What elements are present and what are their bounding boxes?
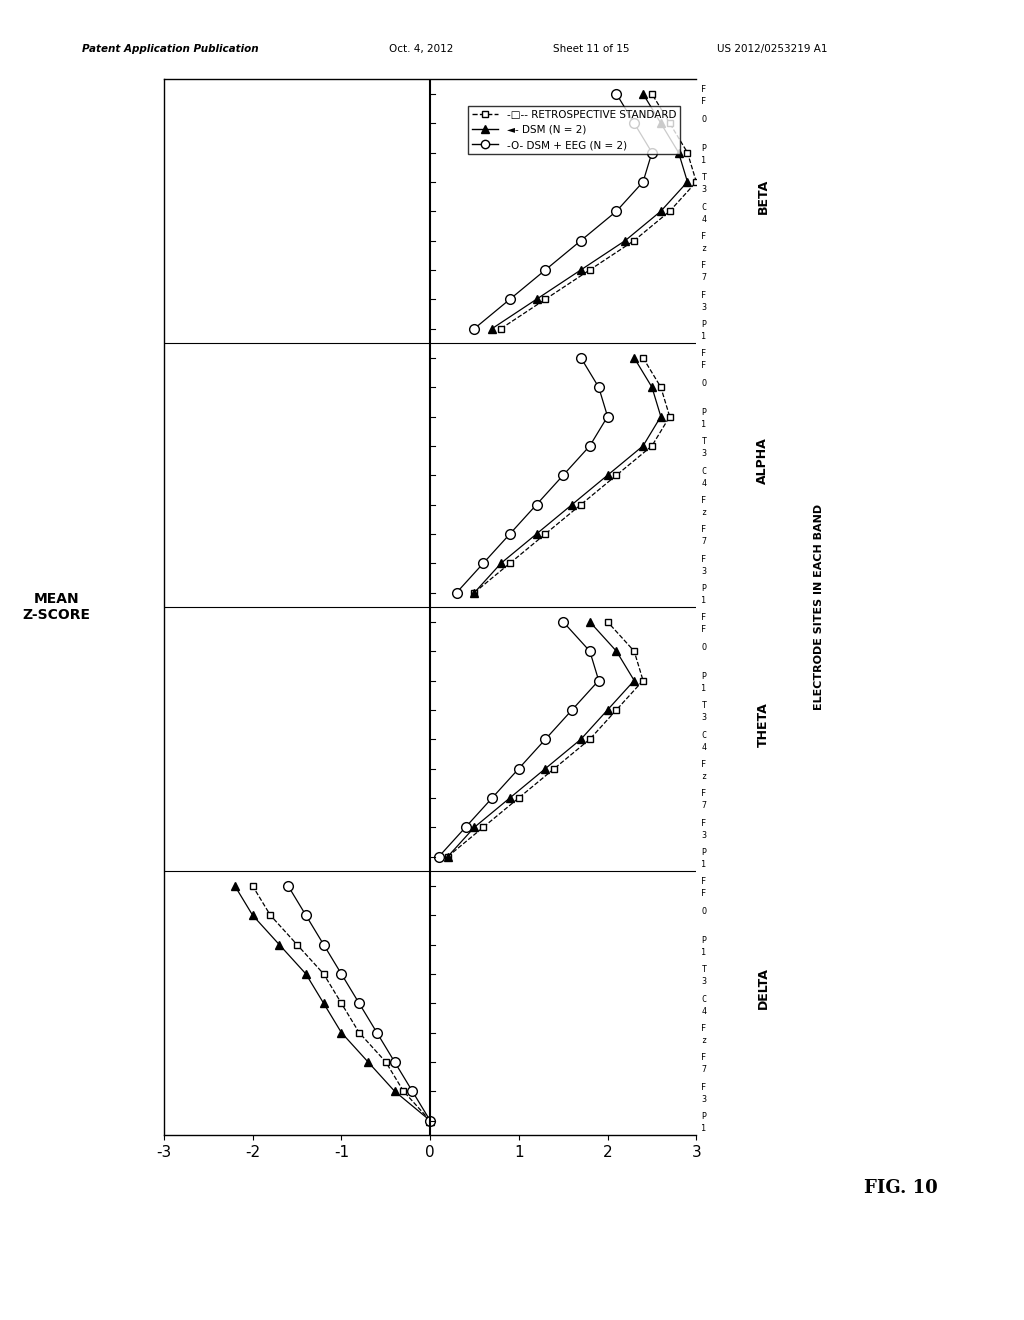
- Text: C: C: [701, 203, 707, 211]
- Text: 1: 1: [701, 331, 707, 341]
- Text: THETA: THETA: [757, 702, 769, 747]
- Text: C: C: [701, 995, 707, 1003]
- Text: 1: 1: [701, 156, 707, 165]
- Text: O: O: [701, 907, 707, 916]
- Text: F: F: [701, 261, 707, 271]
- Text: 3: 3: [701, 1094, 707, 1104]
- Text: T: T: [701, 965, 707, 974]
- Text: F: F: [701, 232, 707, 242]
- Text: F: F: [701, 350, 707, 359]
- Text: T: T: [701, 701, 707, 710]
- Text: P: P: [701, 847, 707, 857]
- Text: FIG. 10: FIG. 10: [864, 1179, 938, 1197]
- Text: F: F: [701, 496, 707, 506]
- Text: Patent Application Publication: Patent Application Publication: [82, 44, 258, 54]
- Text: F: F: [701, 1024, 707, 1034]
- Text: F: F: [701, 554, 707, 564]
- Text: US 2012/0253219 A1: US 2012/0253219 A1: [717, 44, 827, 54]
- Text: 3: 3: [701, 185, 707, 194]
- Text: F: F: [701, 789, 707, 799]
- Text: P: P: [701, 144, 707, 153]
- Text: F: F: [701, 525, 707, 535]
- Text: C: C: [701, 731, 707, 739]
- Text: 4: 4: [701, 743, 707, 751]
- Text: F: F: [701, 1053, 707, 1063]
- Text: F: F: [701, 626, 707, 635]
- Text: O: O: [701, 643, 707, 652]
- Text: 1: 1: [701, 595, 707, 605]
- Text: 7: 7: [701, 1065, 707, 1074]
- Text: 4: 4: [701, 215, 707, 223]
- Text: F: F: [701, 86, 707, 95]
- Text: ALPHA: ALPHA: [757, 437, 769, 484]
- Text: 3: 3: [701, 302, 707, 312]
- Text: Oct. 4, 2012: Oct. 4, 2012: [389, 44, 454, 54]
- Text: z: z: [701, 508, 707, 517]
- Text: MEAN
Z-SCORE: MEAN Z-SCORE: [23, 593, 90, 622]
- Text: Sheet 11 of 15: Sheet 11 of 15: [553, 44, 630, 54]
- Text: 4: 4: [701, 1007, 707, 1015]
- Text: 3: 3: [701, 977, 707, 986]
- Text: F: F: [701, 760, 707, 770]
- Text: P: P: [701, 672, 707, 681]
- Text: 3: 3: [701, 830, 707, 840]
- Text: F: F: [701, 290, 707, 300]
- Text: 1: 1: [701, 948, 707, 957]
- Text: 3: 3: [701, 449, 707, 458]
- Text: F: F: [701, 890, 707, 899]
- Text: 7: 7: [701, 801, 707, 810]
- Text: F: F: [701, 614, 707, 623]
- Text: 7: 7: [701, 537, 707, 546]
- Text: P: P: [701, 319, 707, 329]
- Text: T: T: [701, 173, 707, 182]
- Text: z: z: [701, 244, 707, 253]
- Text: P: P: [701, 1111, 707, 1121]
- Text: 1: 1: [701, 1123, 707, 1133]
- Text: 4: 4: [701, 479, 707, 487]
- Text: DELTA: DELTA: [757, 968, 769, 1010]
- Text: ELECTRODE SITES IN EACH BAND: ELECTRODE SITES IN EACH BAND: [814, 504, 824, 710]
- Text: C: C: [701, 467, 707, 475]
- Text: 1: 1: [701, 420, 707, 429]
- Text: F: F: [701, 818, 707, 828]
- Text: T: T: [701, 437, 707, 446]
- Text: F: F: [701, 98, 707, 107]
- Text: P: P: [701, 408, 707, 417]
- Text: 1: 1: [701, 684, 707, 693]
- Text: F: F: [701, 878, 707, 887]
- Text: O: O: [701, 115, 707, 124]
- Text: z: z: [701, 772, 707, 781]
- Legend: -□-- RETROSPECTIVE STANDARD, ◄- DSM (N = 2), -O- DSM + EEG (N = 2): -□-- RETROSPECTIVE STANDARD, ◄- DSM (N =…: [468, 106, 681, 154]
- Text: 3: 3: [701, 566, 707, 576]
- Text: 7: 7: [701, 273, 707, 282]
- Text: F: F: [701, 362, 707, 371]
- Text: P: P: [701, 936, 707, 945]
- Text: 3: 3: [701, 713, 707, 722]
- Text: O: O: [701, 379, 707, 388]
- Text: 1: 1: [701, 859, 707, 869]
- Text: P: P: [701, 583, 707, 593]
- Text: F: F: [701, 1082, 707, 1092]
- Text: BETA: BETA: [757, 180, 769, 214]
- Text: z: z: [701, 1036, 707, 1045]
